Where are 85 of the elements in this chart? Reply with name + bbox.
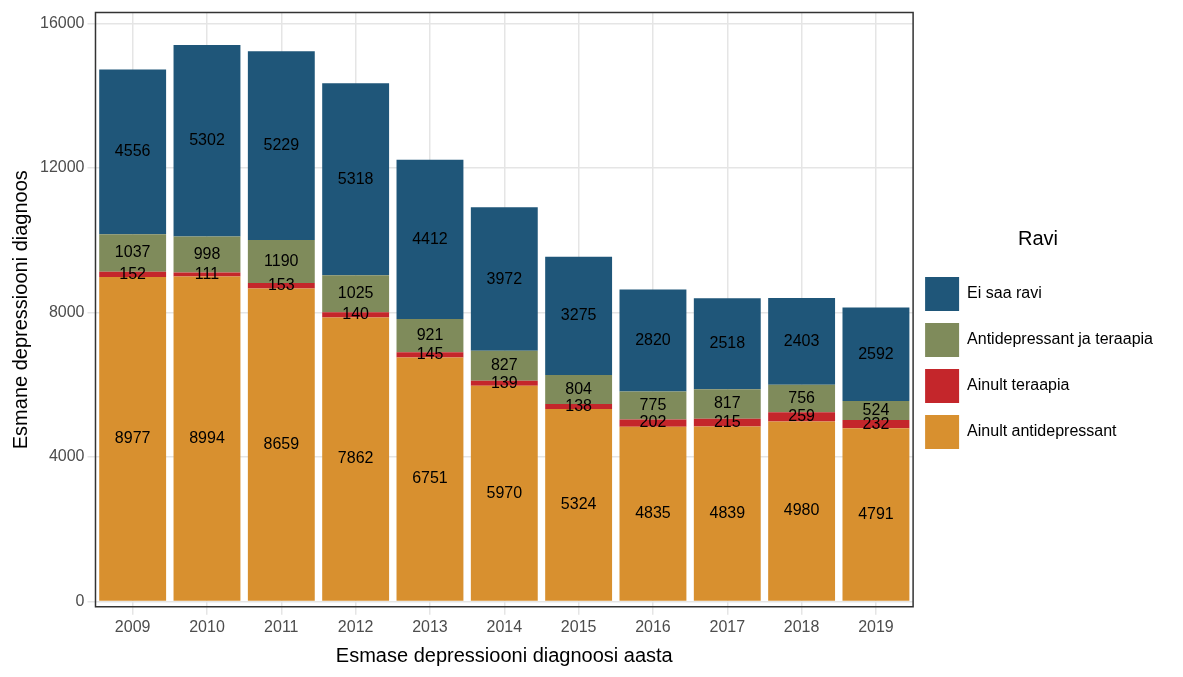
data-label: 8994: [189, 428, 225, 446]
data-label: 4839: [709, 504, 746, 522]
data-label: 259: [788, 407, 816, 425]
y-tick-label: 12000: [39, 158, 85, 176]
x-tick-label: 2018: [783, 617, 820, 635]
bar: [322, 317, 390, 601]
data-label: 202: [639, 413, 667, 431]
data-label: 145: [416, 345, 444, 363]
y-axis-title: Esmane depressiooni diagnoos: [8, 170, 31, 450]
bar: [619, 426, 687, 601]
bar: [545, 256, 613, 376]
y-tick-label: 0: [75, 591, 85, 609]
bar: [842, 428, 910, 601]
bar: [247, 288, 315, 601]
legend-label: Ei saa ravi: [967, 284, 1042, 302]
data-label: 215: [713, 413, 741, 431]
bar: [99, 277, 167, 601]
y-tick-label: 16000: [39, 13, 85, 31]
data-label: 111: [194, 264, 220, 282]
data-label: 152: [119, 264, 147, 282]
data-label: 4835: [635, 504, 671, 522]
data-label: 4556: [114, 142, 151, 160]
x-tick-label: 2011: [264, 617, 299, 635]
x-tick-label: 2017: [709, 617, 746, 635]
data-label: 3275: [560, 306, 597, 324]
x-tick-label: 2012: [337, 617, 374, 635]
x-tick-label: 2014: [486, 617, 523, 635]
data-label: 5324: [560, 495, 597, 513]
data-label: 1190: [264, 251, 299, 269]
bar: [99, 69, 167, 235]
bar: [470, 207, 538, 351]
data-label: 817: [713, 394, 741, 412]
data-label: 6751: [412, 469, 448, 487]
y-tick-label: 8000: [48, 302, 85, 320]
bar: [545, 409, 613, 601]
data-label: 1037: [114, 243, 151, 261]
data-label: 4980: [783, 501, 820, 519]
data-label: 921: [416, 326, 444, 344]
x-tick-label: 2016: [635, 617, 671, 635]
data-label: 2592: [858, 344, 894, 362]
data-label: 153: [267, 276, 295, 294]
bar: [768, 298, 836, 385]
bar: [693, 426, 761, 601]
legend-label: Antidepressant ja teraapia: [967, 330, 1154, 348]
data-label: 1025: [337, 284, 374, 302]
x-tick-label: 2019: [858, 617, 894, 635]
legend-title: Ravi: [1018, 226, 1059, 249]
data-label: 5229: [263, 136, 300, 154]
data-label: 827: [490, 356, 518, 374]
bar: [396, 357, 464, 601]
bar: [322, 83, 390, 276]
y-tick-label: 4000: [48, 447, 85, 465]
data-label: 139: [490, 373, 518, 391]
data-label: 5318: [337, 169, 374, 187]
bar: [619, 289, 687, 392]
data-label: 2820: [635, 330, 671, 348]
data-label: 5970: [486, 483, 523, 501]
data-label: 8659: [263, 435, 300, 453]
data-label: 140: [342, 305, 370, 323]
bar: [693, 298, 761, 390]
data-label: 756: [788, 388, 816, 406]
data-label: 998: [193, 244, 221, 262]
bar: [173, 44, 241, 237]
data-label: 8977: [114, 429, 151, 447]
data-label: 4791: [858, 504, 894, 522]
bar: [768, 421, 836, 601]
data-label: 2403: [783, 331, 820, 349]
bar: [842, 307, 910, 402]
x-axis-title: Esmase depressiooni diagnoosi aasta: [335, 643, 674, 666]
data-label: 775: [639, 395, 667, 413]
legend-label: Ainult teraapia: [967, 376, 1070, 394]
data-label: 3972: [486, 269, 523, 287]
x-tick-label: 2010: [189, 617, 225, 635]
data-label: 2518: [709, 334, 746, 352]
data-label: 4412: [412, 229, 448, 247]
data-label: 7862: [337, 449, 374, 467]
data-label: 5302: [189, 131, 225, 149]
data-label: 804: [565, 379, 593, 397]
x-tick-label: 2009: [114, 617, 151, 635]
bar: [396, 159, 464, 320]
bar: [247, 51, 315, 241]
x-tick-label: 2015: [560, 617, 597, 635]
legend-label: Ainult antidepressant: [967, 422, 1118, 440]
x-tick-label: 2013: [412, 617, 448, 635]
data-label: 138: [565, 396, 593, 414]
